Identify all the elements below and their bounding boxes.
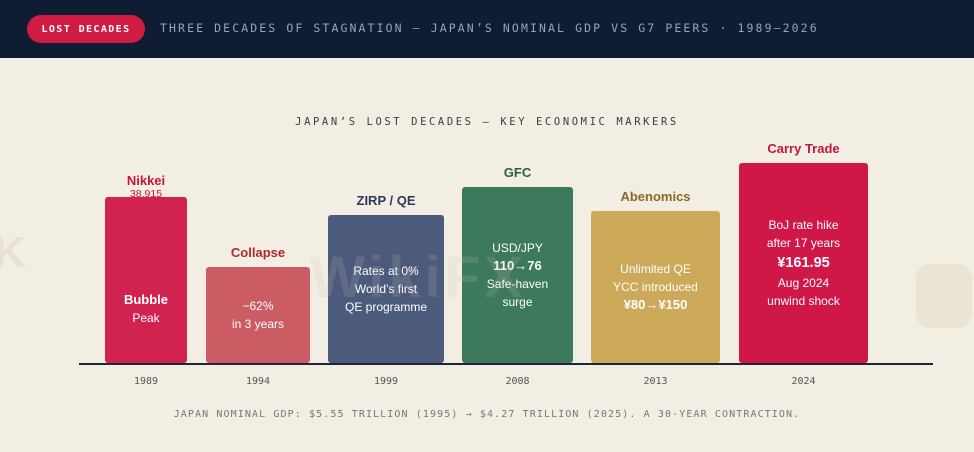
bar-text-1989-0: Bubble xyxy=(123,292,169,307)
bar-text-2013-2: ¥80→¥150 xyxy=(623,297,688,312)
bar-text-2024-4: unwind shock xyxy=(767,294,840,308)
x-tick-1989: 1989 xyxy=(133,376,159,387)
chart-bar-2024: BoJ rate hike after 17 years ¥161.95 Aug 20… xyxy=(739,163,868,363)
chart-bar-1994: −62% in 3 years xyxy=(206,267,310,363)
watermark-right-logo xyxy=(916,264,972,328)
bar-label-1994: Collapse xyxy=(230,245,286,260)
watermark-left-fragment: K xyxy=(0,228,26,277)
bar-text-2008-1: 110→76 xyxy=(493,258,542,273)
bar-text-1994-1: in 3 years xyxy=(231,317,285,331)
page-headline: THREE DECADES OF STAGNATION — JAPAN’S NO… xyxy=(160,21,819,35)
bar-text-2013-1: YCC introduced xyxy=(613,280,698,294)
bar-label-1989: Nikkei xyxy=(126,173,166,188)
bar-text-1999-1: World’s first xyxy=(354,282,418,296)
bar-label-2013: Abenomics xyxy=(620,189,691,204)
top-bar: LOST DECADES THREE DECADES OF STAGNATION… xyxy=(0,0,974,58)
chart-baseline xyxy=(79,363,933,365)
chart-title: JAPAN’S LOST DECADES — KEY ECONOMIC MARK… xyxy=(295,116,679,128)
chart-bar-2013: Unlimited QE YCC introduced ¥80→¥150 xyxy=(591,211,720,363)
bar-text-2008-2: Safe-haven xyxy=(486,277,549,291)
chart-bar-1999: Rates at 0% World’s first QE programme xyxy=(328,215,444,363)
chart-bar-1989: Bubble Peak xyxy=(105,197,187,363)
x-tick-1999: 1999 xyxy=(373,376,399,387)
bar-text-1994-0: −62% xyxy=(242,299,274,313)
bar-text-1989-1: Peak xyxy=(132,311,160,325)
x-tick-2013: 2013 xyxy=(643,376,668,387)
x-tick-1994: 1994 xyxy=(245,376,271,387)
x-tick-2024: 2024 xyxy=(791,376,816,387)
chart-footer-note: JAPAN NOMINAL GDP: $5.55 TRILLION (1995)… xyxy=(173,409,801,420)
lost-decades-badge[interactable]: LOST DECADES xyxy=(27,15,145,43)
bar-text-1999-2: QE programme xyxy=(344,300,428,314)
bar-label-2024: Carry Trade xyxy=(767,141,840,156)
bar-text-1999-0: Rates at 0% xyxy=(353,264,419,278)
x-tick-2008: 2008 xyxy=(505,376,530,387)
bar-sublabel-1989: 38,915 xyxy=(129,188,163,200)
bar-text-2024-0: BoJ rate hike xyxy=(768,218,839,232)
bar-text-2008-0: USD/JPY xyxy=(492,241,543,255)
bar-text-2024-1: after 17 years xyxy=(766,236,841,250)
bar-text-2024-2: ¥161.95 xyxy=(777,255,830,271)
bar-label-2008: GFC xyxy=(503,165,532,180)
chart-bar-2008: USD/JPY 110→76 Safe-haven surge xyxy=(462,187,573,363)
bar-text-2013-0: Unlimited QE xyxy=(620,262,691,276)
bar-text-2008-3: surge xyxy=(502,295,533,309)
bar-text-2024-3: Aug 2024 xyxy=(777,276,830,290)
bar-label-1999: ZIRP / QE xyxy=(356,193,416,208)
